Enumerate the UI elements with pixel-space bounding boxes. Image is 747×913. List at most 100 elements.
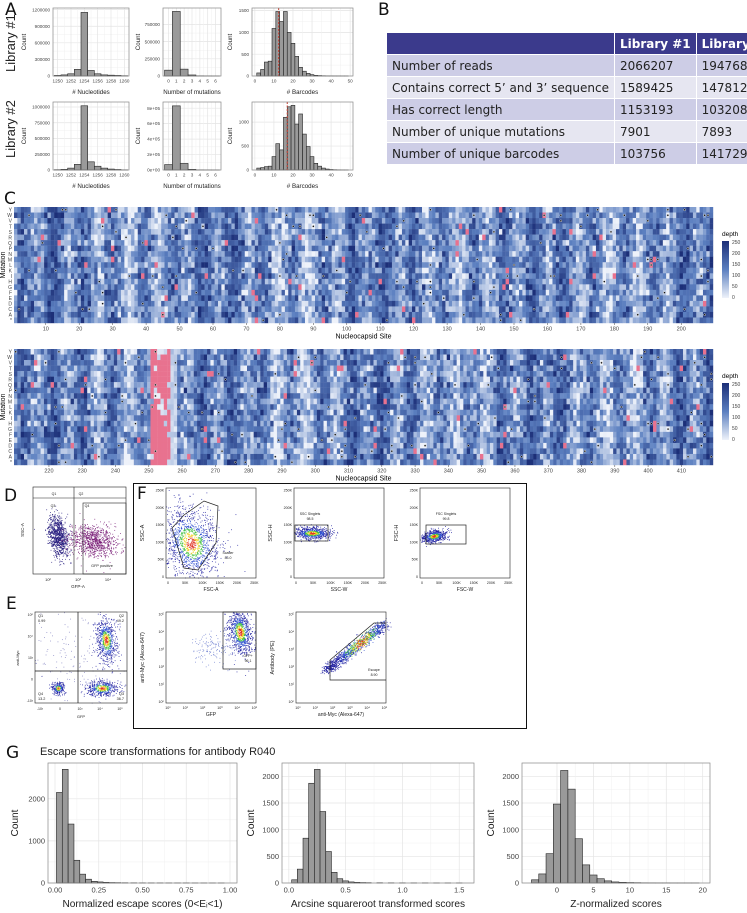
heatmap-cell <box>599 245 603 252</box>
heatmap-cell <box>157 278 162 285</box>
heatmap-cell <box>84 267 88 274</box>
heatmap-cell <box>325 284 329 291</box>
heatmap-cell <box>552 218 557 224</box>
heatmap-cell <box>274 311 279 318</box>
heatmap-cell <box>345 273 349 280</box>
heatmap-cell <box>131 278 135 285</box>
heatmap-cell <box>335 245 339 252</box>
x-tick-label: 5 <box>206 173 209 178</box>
heatmap-cell <box>468 245 473 252</box>
heatmap-cell <box>338 229 342 235</box>
heatmap-cell <box>157 229 162 235</box>
heatmap-cell <box>284 267 289 274</box>
heatmap-cell <box>84 207 88 213</box>
heatmap-cell <box>141 245 145 252</box>
heatmap-cell <box>418 245 423 252</box>
heatmap-cell <box>151 262 155 268</box>
heatmap-cell <box>646 245 650 252</box>
row-label: I <box>11 274 12 280</box>
x-tick-label: 5 <box>206 79 209 84</box>
heatmap-cell <box>107 267 112 274</box>
heatmap-cell <box>442 207 446 213</box>
heatmap-cell <box>411 218 416 224</box>
heatmap-cell <box>365 223 369 230</box>
x-tick-label: 4 <box>199 173 202 178</box>
heatmap-cell <box>90 212 95 219</box>
heatmap-cell <box>97 245 102 252</box>
heatmap-cell <box>502 317 506 324</box>
heatmap-cell <box>689 262 694 268</box>
heatmap-cell <box>325 251 329 257</box>
heatmap-cell <box>646 267 650 274</box>
heatmap-cell <box>30 207 35 213</box>
heatmap-cell <box>288 207 292 213</box>
heatmap-cell <box>187 267 192 274</box>
heatmap-cell <box>418 207 423 213</box>
heatmap-cell <box>261 267 266 274</box>
heatmap-cell <box>74 267 78 274</box>
heatmap-cell <box>411 234 416 241</box>
heatmap-cell <box>355 245 359 252</box>
heatmap-cell <box>228 212 232 219</box>
heatmap-cell <box>448 212 453 219</box>
heatmap-cell <box>273 349 278 355</box>
heatmap-cell <box>247 349 251 355</box>
heatmap-cell <box>261 240 266 246</box>
heatmap-cell <box>67 306 72 313</box>
heatmap-cell <box>194 278 199 285</box>
heatmap-cell <box>144 317 148 324</box>
heatmap-cell <box>151 278 155 285</box>
heatmap-cell <box>90 284 95 291</box>
heatmap-cell <box>304 212 309 219</box>
heatmap-cell <box>462 218 466 224</box>
heatmap-cell <box>44 311 48 318</box>
heatmap-cell <box>358 229 363 235</box>
heatmap-cell <box>656 273 660 280</box>
colorbar-tick-label: 150 <box>732 262 741 268</box>
heatmap-cell <box>545 223 550 230</box>
heatmap-cell <box>284 284 289 291</box>
heatmap-cell <box>131 218 135 224</box>
heatmap-cell <box>448 317 453 324</box>
heatmap-cell <box>679 212 684 219</box>
heatmap-cell <box>14 273 18 280</box>
heatmap-cell <box>308 306 312 313</box>
heatmap-cell <box>325 218 329 224</box>
heatmap-cell <box>224 317 229 324</box>
heatmap-cell <box>100 218 105 224</box>
histogram-bar <box>260 167 265 171</box>
heatmap-cell <box>67 284 72 291</box>
heatmap-cell <box>662 262 667 268</box>
heatmap-cell <box>411 229 416 235</box>
heatmap-cell <box>30 300 35 307</box>
heatmap-cell <box>214 223 219 230</box>
heatmap-cell <box>321 317 326 324</box>
heatmap-cell <box>378 262 383 268</box>
heatmap-cell <box>271 207 276 213</box>
heatmap-cell <box>398 207 403 213</box>
wildtype-dot <box>549 274 553 278</box>
heatmap-cell <box>254 256 259 263</box>
heatmap-cell <box>80 223 85 230</box>
y-axis-label: Count <box>21 127 28 144</box>
heatmap-cell <box>642 295 647 302</box>
heatmap-cell <box>241 273 245 280</box>
heatmap-cell <box>104 245 108 252</box>
heatmap-cell <box>220 349 224 355</box>
wildtype-dot <box>649 258 653 261</box>
heatmap-cell <box>626 212 630 219</box>
heatmap-cell <box>408 256 413 263</box>
heatmap-cell <box>508 289 513 296</box>
heatmap-cell <box>328 234 332 241</box>
heatmap-cell <box>532 267 536 274</box>
heatmap-cell <box>609 251 613 257</box>
heatmap-cell <box>335 240 339 246</box>
heatmap-cell <box>679 306 684 313</box>
heatmap-cell <box>50 234 55 241</box>
heatmap-cell <box>498 240 503 246</box>
heatmap-cell <box>114 218 118 224</box>
heatmap-cell <box>201 256 205 263</box>
heatmap-cell <box>50 284 55 291</box>
heatmap-cell <box>107 317 112 324</box>
